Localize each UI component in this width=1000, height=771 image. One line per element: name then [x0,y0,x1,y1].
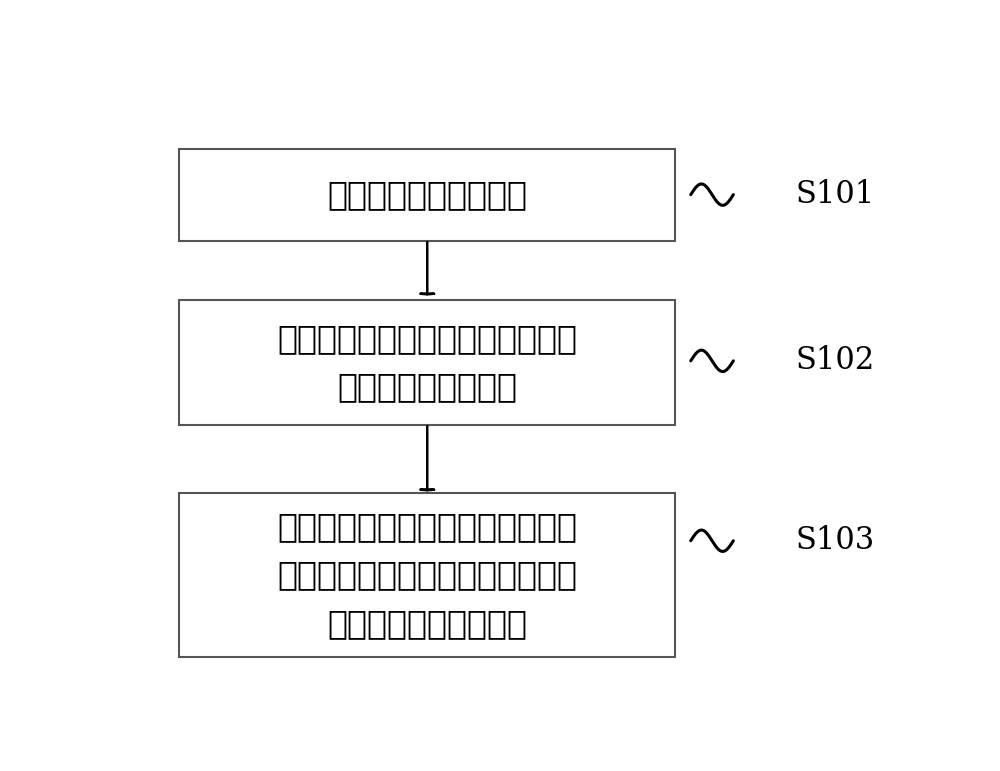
Bar [179,149,675,241]
Text: 接收目标属性控制信号: 接收目标属性控制信号 [327,178,527,211]
Text: S103: S103 [795,525,875,556]
Bar [179,493,675,657]
Bar [179,300,675,425]
Text: 根据每个电极片的目标属性信息，
控制电极片组内每个电极片分别与
对应的目标属性端连接: 根据每个电极片的目标属性信息， 控制电极片组内每个电极片分别与 对应的目标属性端… [277,510,577,640]
Text: S102: S102 [795,345,875,376]
Text: 根据目标属性控制信号获取每个电
极片的目标属性信息: 根据目标属性控制信号获取每个电 极片的目标属性信息 [277,322,577,403]
Text: S101: S101 [795,179,875,210]
